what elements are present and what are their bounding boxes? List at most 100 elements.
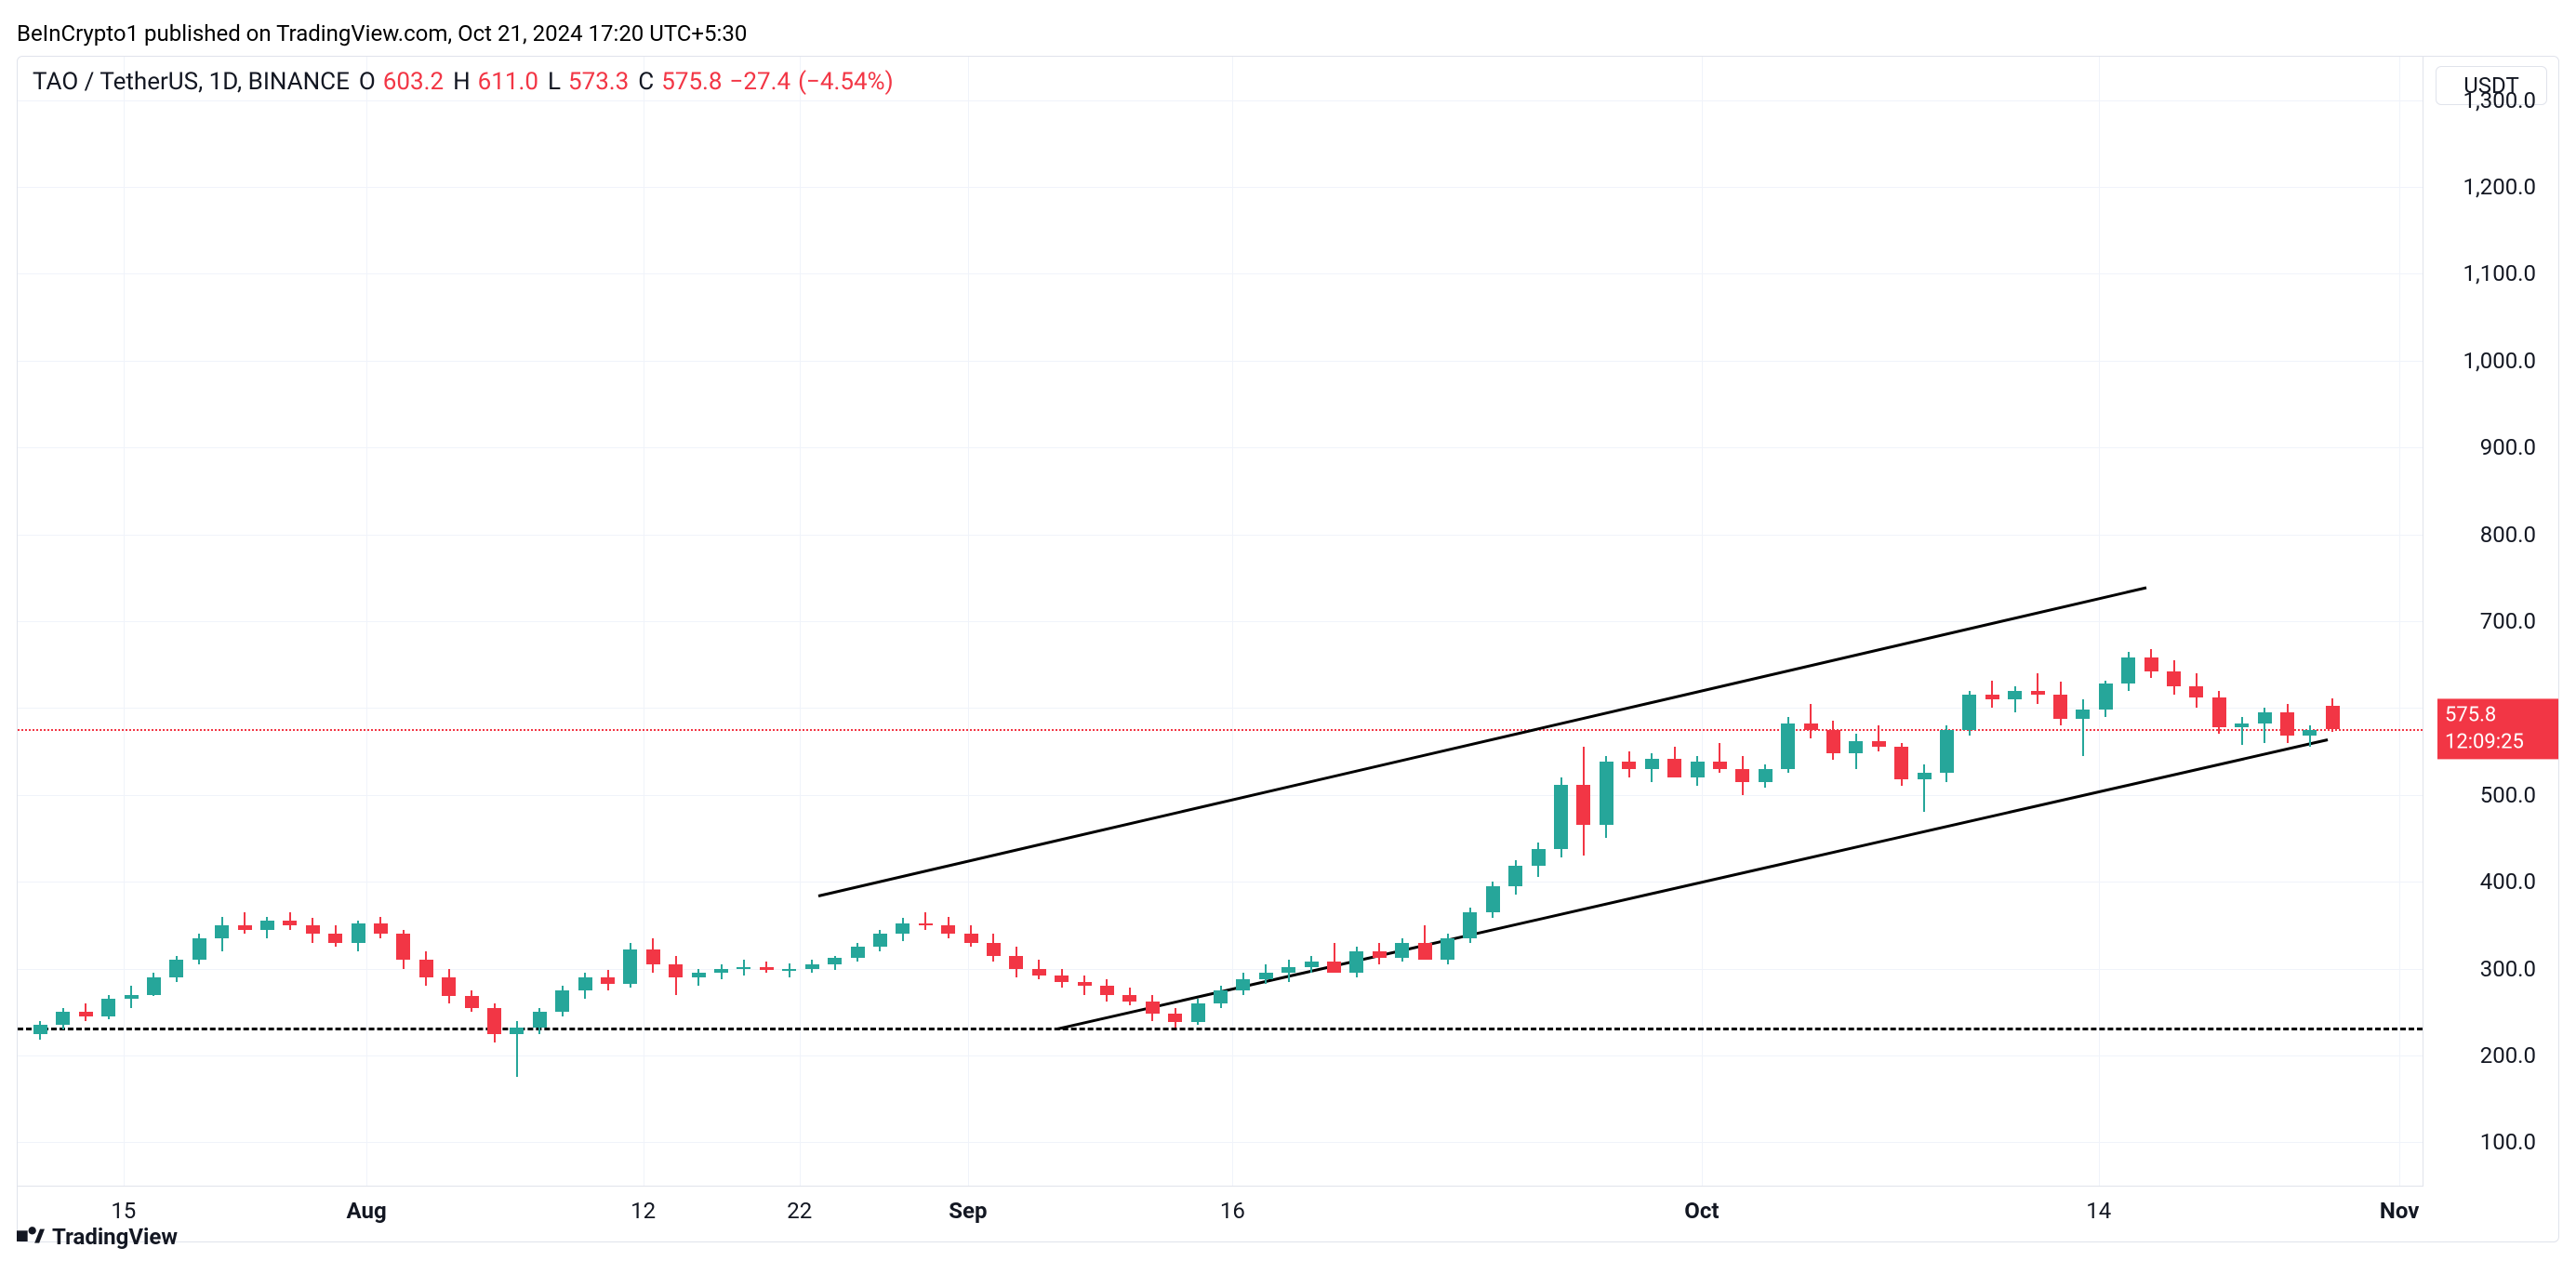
candle[interactable] (873, 57, 887, 1186)
candle[interactable] (442, 57, 456, 1186)
candle[interactable] (760, 57, 774, 1186)
candle[interactable] (1395, 57, 1409, 1186)
candle[interactable] (125, 57, 139, 1186)
x-axis[interactable]: 15Aug1222Sep16Oct14Nov (18, 1186, 2423, 1241)
candle[interactable] (1713, 57, 1727, 1186)
candle[interactable] (328, 57, 342, 1186)
candle[interactable] (1349, 57, 1363, 1186)
candle[interactable] (1781, 57, 1795, 1186)
candle[interactable] (2031, 57, 2045, 1186)
candle[interactable] (851, 57, 865, 1186)
candle[interactable] (646, 57, 660, 1186)
candle[interactable] (782, 57, 796, 1186)
candle[interactable] (941, 57, 955, 1186)
candle[interactable] (101, 57, 115, 1186)
candle[interactable] (147, 57, 161, 1186)
candle[interactable] (2189, 57, 2203, 1186)
candle[interactable] (510, 57, 524, 1186)
candle[interactable] (1985, 57, 1999, 1186)
candle[interactable] (1305, 57, 1319, 1186)
candle[interactable] (2053, 57, 2067, 1186)
candle[interactable] (1168, 57, 1182, 1186)
candle[interactable] (1078, 57, 1092, 1186)
candle[interactable] (1918, 57, 1932, 1186)
candle[interactable] (1508, 57, 1522, 1186)
candle[interactable] (2008, 57, 2022, 1186)
candle[interactable] (1962, 57, 1976, 1186)
candle[interactable] (1032, 57, 1046, 1186)
candle[interactable] (1826, 57, 1840, 1186)
candle[interactable] (1894, 57, 1908, 1186)
candle[interactable] (1009, 57, 1023, 1186)
candle[interactable] (1691, 57, 1705, 1186)
candle[interactable] (1872, 57, 1886, 1186)
candle[interactable] (1576, 57, 1590, 1186)
candle[interactable] (1281, 57, 1295, 1186)
candle[interactable] (2235, 57, 2249, 1186)
candle[interactable] (533, 57, 547, 1186)
candle[interactable] (828, 57, 842, 1186)
candle[interactable] (1055, 57, 1069, 1186)
candle[interactable] (1645, 57, 1659, 1186)
y-axis[interactable]: USDT 100.0200.0300.0400.0500.0600.0700.0… (2423, 57, 2558, 1186)
candle[interactable] (601, 57, 615, 1186)
candle[interactable] (1373, 57, 1387, 1186)
candle[interactable] (2212, 57, 2226, 1186)
candle[interactable] (2258, 57, 2272, 1186)
candle[interactable] (1804, 57, 1818, 1186)
candle[interactable] (79, 57, 93, 1186)
candle[interactable] (169, 57, 183, 1186)
candle[interactable] (1735, 57, 1749, 1186)
candle[interactable] (1849, 57, 1863, 1186)
candle[interactable] (1214, 57, 1228, 1186)
candle[interactable] (1191, 57, 1205, 1186)
candle[interactable] (2326, 57, 2340, 1186)
candle[interactable] (193, 57, 206, 1186)
candle[interactable] (1441, 57, 1454, 1186)
candle[interactable] (987, 57, 1001, 1186)
candle[interactable] (238, 57, 252, 1186)
candle[interactable] (2280, 57, 2294, 1186)
candle[interactable] (896, 57, 910, 1186)
candle[interactable] (578, 57, 592, 1186)
candle[interactable] (33, 57, 47, 1186)
candle[interactable] (805, 57, 819, 1186)
candle[interactable] (623, 57, 637, 1186)
candle[interactable] (1486, 57, 1500, 1186)
candle[interactable] (396, 57, 410, 1186)
candle[interactable] (374, 57, 388, 1186)
candle[interactable] (1327, 57, 1341, 1186)
candle[interactable] (2167, 57, 2181, 1186)
candle[interactable] (352, 57, 365, 1186)
candle[interactable] (964, 57, 978, 1186)
candle[interactable] (260, 57, 274, 1186)
candle[interactable] (1146, 57, 1160, 1186)
candle[interactable] (919, 57, 933, 1186)
candle[interactable] (1418, 57, 1432, 1186)
candle[interactable] (1600, 57, 1613, 1186)
chart-plot-area[interactable] (18, 57, 2423, 1186)
candle[interactable] (215, 57, 229, 1186)
candle[interactable] (487, 57, 501, 1186)
candle[interactable] (1532, 57, 1546, 1186)
candle[interactable] (2121, 57, 2135, 1186)
candle[interactable] (56, 57, 70, 1186)
candle[interactable] (1940, 57, 1954, 1186)
candle[interactable] (1122, 57, 1136, 1186)
candle[interactable] (1759, 57, 1773, 1186)
candle[interactable] (283, 57, 297, 1186)
candle[interactable] (419, 57, 433, 1186)
tradingview-watermark[interactable]: TradingView (17, 1224, 178, 1250)
symbol-label[interactable]: TAO / TetherUS, 1D, BINANCE (33, 68, 350, 96)
candle[interactable] (1667, 57, 1681, 1186)
candle[interactable] (1100, 57, 1114, 1186)
candle[interactable] (737, 57, 750, 1186)
candle[interactable] (714, 57, 728, 1186)
candle[interactable] (2076, 57, 2090, 1186)
candle[interactable] (555, 57, 569, 1186)
candle[interactable] (1236, 57, 1250, 1186)
candle[interactable] (1259, 57, 1273, 1186)
candle[interactable] (2303, 57, 2317, 1186)
candle[interactable] (669, 57, 683, 1186)
candle[interactable] (1554, 57, 1568, 1186)
